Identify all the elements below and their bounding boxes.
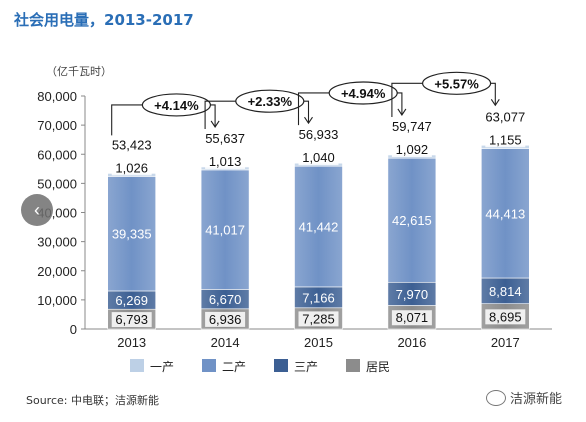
y-tick-label: 20,000 xyxy=(37,264,77,279)
data-label-background xyxy=(298,150,339,166)
data-label: 7,166 xyxy=(302,290,335,305)
chart-title: 社会用电量，2013-2017 xyxy=(14,11,194,29)
y-tick-label: 70,000 xyxy=(37,118,77,133)
legend-label: 居民 xyxy=(366,360,390,374)
data-label: 6,793 xyxy=(115,312,148,327)
data-label: 8,695 xyxy=(489,309,522,324)
data-label: 6,670 xyxy=(209,292,242,307)
data-label: 41,442 xyxy=(299,220,339,235)
bar-segment xyxy=(107,176,156,292)
y-tick-label: 50,000 xyxy=(37,176,77,191)
source-note: Source: 中电联；洁源新能 xyxy=(26,394,159,407)
wechat-icon xyxy=(486,389,506,406)
growth-badge xyxy=(422,71,492,95)
growth-badge xyxy=(235,89,305,113)
bar-segment xyxy=(480,277,530,304)
previous-arrow-button[interactable]: ‹ xyxy=(21,194,53,226)
x-tick-label: 2017 xyxy=(491,335,520,350)
data-label: 41,017 xyxy=(205,223,245,238)
growth-arrowhead xyxy=(397,108,407,116)
total-label: 56,933 xyxy=(299,127,339,142)
legend-swatch xyxy=(346,359,360,372)
data-label-background xyxy=(205,311,246,327)
watermark-text: 洁源新能 xyxy=(510,392,563,407)
total-label: 55,637 xyxy=(205,131,245,146)
x-tick-label: 2016 xyxy=(397,335,426,350)
data-label: 7,970 xyxy=(396,287,429,302)
data-label-background xyxy=(111,312,152,328)
x-tick-label: 2013 xyxy=(117,335,146,350)
growth-arrowhead xyxy=(304,116,313,125)
data-label: 39,335 xyxy=(112,227,152,242)
growth-badge xyxy=(328,81,398,105)
data-label: 6,269 xyxy=(115,293,148,308)
legend-swatch xyxy=(130,359,144,372)
data-label: 7,285 xyxy=(302,311,335,326)
data-label-background xyxy=(298,311,339,327)
data-label: 1,040 xyxy=(302,150,335,165)
total-label: 63,077 xyxy=(485,109,525,124)
legend-swatch xyxy=(274,359,288,372)
growth-label: +2.33% xyxy=(248,94,293,109)
data-label: 1,013 xyxy=(209,154,242,169)
data-label: 1,155 xyxy=(489,132,522,147)
growth-label: +4.14% xyxy=(154,98,199,113)
bar-segment xyxy=(387,157,437,283)
growth-label: +4.94% xyxy=(341,86,386,101)
y-unit-label: （亿千瓦时） xyxy=(46,65,112,78)
data-label-background xyxy=(111,160,152,176)
y-tick-label: 0 xyxy=(70,322,77,337)
data-label: 6,936 xyxy=(209,312,242,327)
data-label: 1,026 xyxy=(115,160,148,175)
growth-arrowhead xyxy=(210,120,220,128)
total-label: 53,423 xyxy=(112,137,152,152)
data-label: 8,071 xyxy=(396,310,429,325)
bar-segment xyxy=(480,148,530,279)
y-tick-label: 80,000 xyxy=(37,89,77,104)
growth-label: +5.57% xyxy=(434,76,479,91)
x-tick-label: 2014 xyxy=(211,335,240,350)
total-label: 59,747 xyxy=(392,119,432,134)
growth-arrowhead xyxy=(490,98,500,107)
data-label: 8,814 xyxy=(489,284,522,299)
bar-segment xyxy=(294,165,343,288)
data-label: 1,092 xyxy=(396,142,429,157)
watermark: 洁源新能 xyxy=(486,388,562,407)
legend-label: 二产 xyxy=(222,360,246,374)
data-label: 44,413 xyxy=(485,206,525,221)
data-label: 42,615 xyxy=(392,213,432,228)
legend-swatch xyxy=(202,359,216,372)
data-label-background xyxy=(391,141,432,157)
y-tick-label: 10,000 xyxy=(37,293,77,308)
data-label-background xyxy=(485,132,526,148)
data-label-background xyxy=(485,309,526,325)
legend-label: 三产 xyxy=(294,360,318,374)
growth-badge xyxy=(141,93,211,117)
y-tick-label: 60,000 xyxy=(37,147,77,162)
x-tick-label: 2015 xyxy=(304,335,333,350)
data-label-background xyxy=(205,153,246,169)
legend-label: 一产 xyxy=(150,360,174,374)
y-tick-label: 30,000 xyxy=(37,235,77,250)
data-label-background xyxy=(391,310,432,326)
